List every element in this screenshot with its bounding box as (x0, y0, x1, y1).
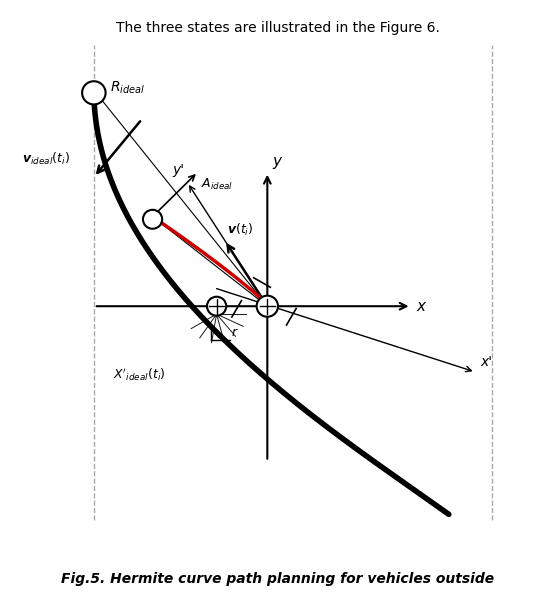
Text: x': x' (481, 355, 493, 369)
Circle shape (257, 295, 278, 317)
Circle shape (82, 81, 106, 104)
Text: $X'_{ideal}(t_i)$: $X'_{ideal}(t_i)$ (112, 366, 165, 383)
Text: The three states are illustrated in the Figure 6.: The three states are illustrated in the … (116, 21, 440, 35)
Text: y': y' (172, 163, 185, 177)
Text: Fig.5. Hermite curve path planning for vehicles outside: Fig.5. Hermite curve path planning for v… (61, 572, 495, 586)
Circle shape (207, 297, 226, 316)
Circle shape (143, 210, 162, 229)
Text: y: y (272, 155, 282, 169)
Text: r: r (231, 326, 237, 339)
Text: $\boldsymbol{v}(t_i)$: $\boldsymbol{v}(t_i)$ (227, 221, 254, 238)
Text: $A_{ideal}$: $A_{ideal}$ (201, 177, 233, 192)
Text: $\boldsymbol{v}_{ideal}(t_i)$: $\boldsymbol{v}_{ideal}(t_i)$ (22, 150, 70, 167)
Text: x: x (417, 299, 426, 314)
Text: $R_{ideal}$: $R_{ideal}$ (110, 79, 145, 96)
